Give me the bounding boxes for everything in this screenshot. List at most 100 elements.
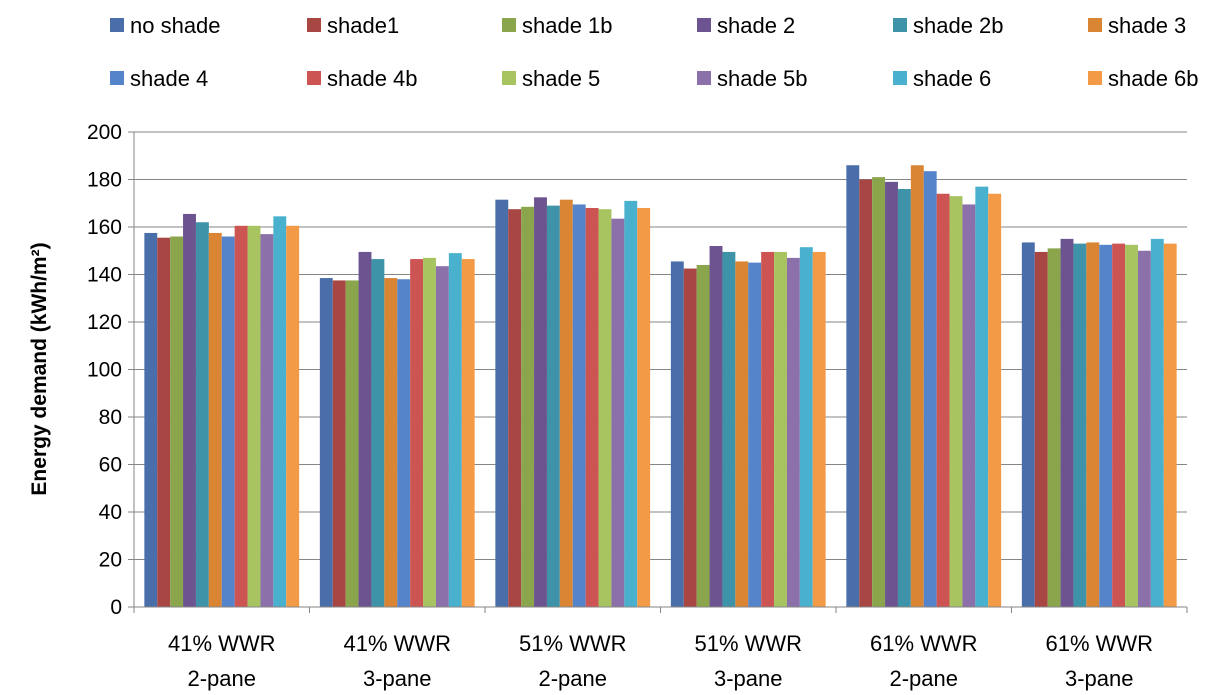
bar xyxy=(988,193,1002,607)
y-tick-label: 20 xyxy=(99,549,122,572)
legend-entry: shade 4 xyxy=(130,66,208,91)
bar xyxy=(384,278,398,607)
x-category-label: 61% WWR xyxy=(1045,631,1153,656)
bar xyxy=(709,246,723,607)
bar xyxy=(521,206,535,607)
legend: no shade shade1 shade 1b shade 2 shade 2b sha… xyxy=(110,13,1199,91)
x-category-label: 2-pane xyxy=(538,666,607,691)
bar xyxy=(1099,244,1113,607)
x-category-label: 3-pane xyxy=(1065,666,1134,691)
legend-entry: shade 2b xyxy=(913,13,1004,38)
legend-entry: shade 2 xyxy=(717,13,795,38)
bar xyxy=(423,257,436,607)
gridlines xyxy=(128,131,1187,608)
bar xyxy=(183,213,196,607)
x-category-label: 61% WWR xyxy=(870,631,978,656)
legend-swatch xyxy=(307,18,321,32)
bar xyxy=(696,265,710,607)
bar xyxy=(910,165,924,607)
y-tick-label: 40 xyxy=(99,501,122,524)
bar xyxy=(1060,238,1074,607)
bar xyxy=(448,253,462,607)
bar xyxy=(170,236,184,607)
bar xyxy=(157,237,171,607)
bar xyxy=(683,268,697,607)
bar xyxy=(923,171,937,607)
bar xyxy=(371,259,385,607)
bar xyxy=(332,280,346,607)
bar xyxy=(722,251,736,607)
x-category-labels: 41% WWR 2-pane 41% WWR 3-pane 51% WWR 2-pane 5… xyxy=(168,631,1153,691)
x-category-label: 51% WWR xyxy=(694,631,802,656)
bar xyxy=(812,251,826,607)
bar xyxy=(1034,251,1048,607)
bar xyxy=(461,259,475,607)
bar xyxy=(1112,243,1126,607)
bar xyxy=(611,218,625,607)
legend-swatch xyxy=(893,18,907,32)
legend-entry: shade 6b xyxy=(1108,66,1199,91)
y-tick-label: 80 xyxy=(99,406,122,429)
bar xyxy=(208,232,222,607)
bar xyxy=(572,204,586,607)
legend-swatch xyxy=(502,18,516,32)
legend-entry: shade 5b xyxy=(717,66,808,91)
bar xyxy=(1047,248,1061,607)
bar xyxy=(846,165,860,607)
bar xyxy=(761,251,775,607)
x-category-label: 41% WWR xyxy=(343,631,451,656)
x-category-label: 2-pane xyxy=(889,666,958,691)
bar xyxy=(735,261,749,607)
bar xyxy=(546,205,560,607)
bar xyxy=(624,200,638,607)
bar xyxy=(319,278,333,607)
x-category-label: 41% WWR xyxy=(168,631,276,656)
bar xyxy=(144,232,158,607)
legend-swatch xyxy=(502,71,516,85)
bar xyxy=(495,199,509,607)
legend-swatch xyxy=(1088,18,1102,32)
bar xyxy=(949,196,963,607)
legend-entry: shade 4b xyxy=(327,66,418,91)
y-tick-label: 0 xyxy=(110,596,122,619)
bar xyxy=(559,199,573,607)
legend-entry: shade 3 xyxy=(1108,13,1186,38)
legend-swatch xyxy=(697,18,711,32)
bar xyxy=(195,222,209,607)
bar xyxy=(585,208,599,607)
bar xyxy=(260,234,274,607)
bar xyxy=(872,177,886,607)
legend-swatch xyxy=(110,18,124,32)
bar xyxy=(345,280,359,607)
legend-entry: shade 1b xyxy=(522,13,613,38)
y-tick-label: 100 xyxy=(87,359,122,382)
y-tick-label: 180 xyxy=(87,169,122,192)
bar xyxy=(1163,243,1177,607)
bar xyxy=(234,225,248,607)
bar xyxy=(358,251,372,607)
y-tick-label: 200 xyxy=(87,121,122,144)
bar xyxy=(247,225,261,607)
legend-entry: no shade xyxy=(130,13,221,38)
bar xyxy=(748,262,762,607)
legend-swatch xyxy=(893,71,907,85)
legend-swatch xyxy=(110,71,124,85)
legend-swatch xyxy=(1088,71,1102,85)
legend-entry: shade 5 xyxy=(522,66,600,91)
bar xyxy=(221,236,235,607)
legend-entry: shade1 xyxy=(327,13,399,38)
bar xyxy=(286,225,300,607)
x-category-label: 3-pane xyxy=(714,666,783,691)
legend-entry: shade 6 xyxy=(913,66,991,91)
bar xyxy=(885,181,898,607)
y-tick-label: 60 xyxy=(99,454,122,477)
bar xyxy=(975,186,989,607)
bar xyxy=(1086,242,1100,607)
bar xyxy=(410,259,424,607)
bar xyxy=(774,251,787,607)
x-category-label: 2-pane xyxy=(187,666,256,691)
x-category-label: 51% WWR xyxy=(519,631,627,656)
y-tick-labels: 0 20 40 60 80 100 120 140 160 180 200 xyxy=(87,121,122,619)
bar xyxy=(786,257,800,607)
